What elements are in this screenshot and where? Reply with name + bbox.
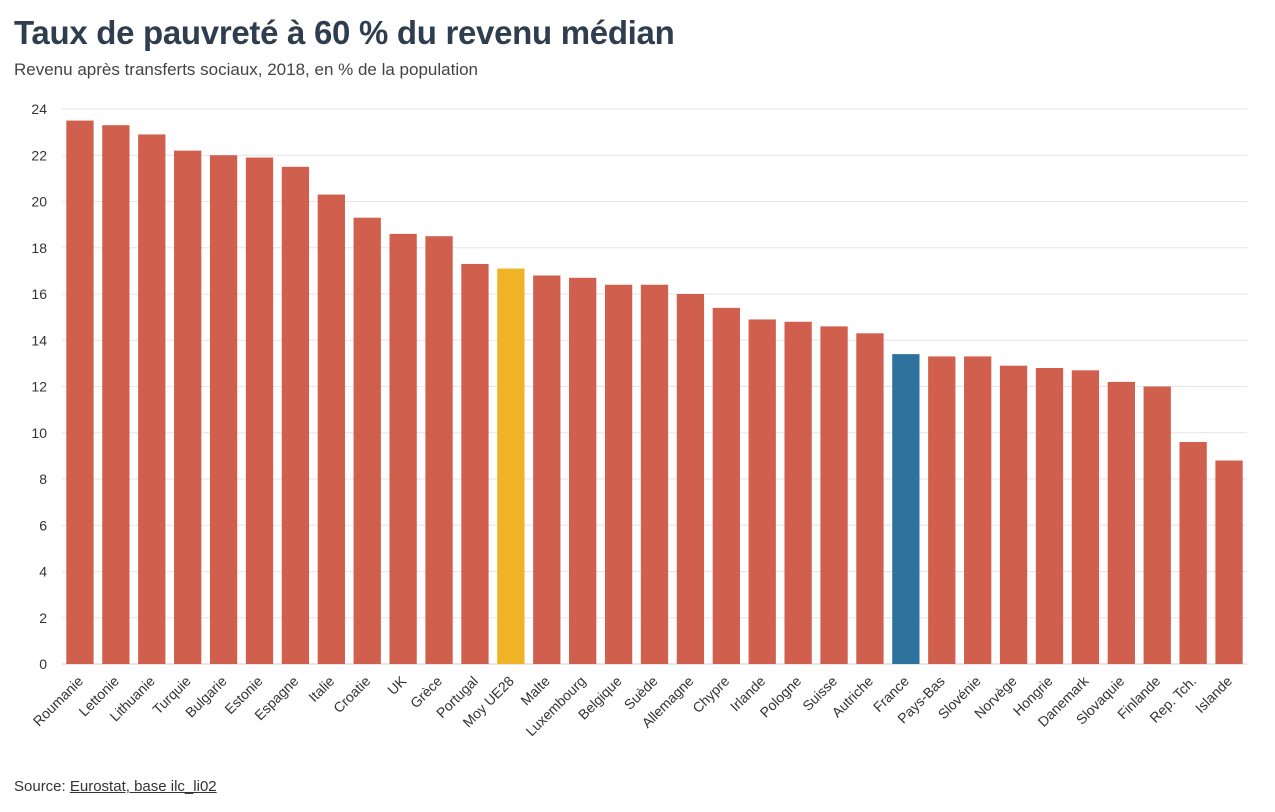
bar [640,284,669,664]
bar [604,284,633,664]
bar [676,294,705,664]
bar [317,194,345,664]
x-tick-label: Italie [305,673,337,705]
x-tick-label: Croatie [330,673,373,716]
y-tick-label: 24 [31,101,47,117]
bar [1071,370,1100,664]
bar [425,236,453,664]
y-tick-label: 4 [39,564,47,580]
bar [245,157,274,664]
y-tick-label: 20 [31,194,47,210]
y-tick-label: 8 [39,471,47,487]
bar [1215,460,1243,664]
y-tick-label: 14 [31,332,47,348]
bar [209,155,238,664]
y-tick-label: 2 [39,610,47,626]
x-tick-label: UK [384,672,410,698]
source-link[interactable]: Eurostat, base ilc_li02 [69,778,217,795]
bar [712,307,740,664]
y-tick-label: 0 [39,656,47,672]
y-tick-label: 10 [31,425,47,441]
x-tick-label: Roumanie [30,673,87,730]
bar [533,275,561,664]
bar [497,268,525,664]
source-note: Source: Eurostat, base ilc_li02 [14,778,217,795]
bar [102,125,130,664]
bar [174,150,202,664]
bar [66,120,94,664]
bar [461,263,489,664]
y-tick-label: 16 [31,286,47,302]
bar [1143,386,1171,664]
bar [353,217,381,664]
bar [856,333,884,664]
source-prefix: Source: [14,778,70,795]
bar [748,319,776,664]
bar [1107,381,1135,664]
x-tick-label: Chypre [689,673,732,716]
y-tick-label: 18 [31,240,47,256]
bar [964,356,992,664]
bar [1179,442,1207,664]
bar [1035,368,1064,664]
chart-subtitle: Revenu après transferts sociaux, 2018, e… [14,60,479,79]
bar [569,277,597,664]
bar [999,365,1028,664]
bar [892,354,920,664]
y-tick-label: 6 [39,517,47,533]
bar [820,326,848,664]
chart-title: Taux de pauvreté à 60 % du revenu médian [14,14,675,51]
bar [389,233,417,664]
y-tick-label: 22 [31,147,47,163]
x-axis-labels: RoumanieLettonieLithuanieTurquieBulgarie… [30,672,1236,739]
bar [138,134,166,664]
bars [66,120,1243,664]
bar [784,321,812,664]
y-tick-label: 12 [31,379,47,395]
bar [928,356,956,664]
bar [281,166,310,664]
x-tick-label: Islande [1192,673,1235,716]
